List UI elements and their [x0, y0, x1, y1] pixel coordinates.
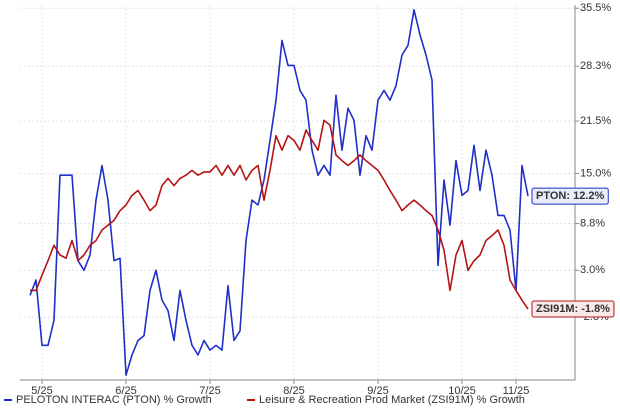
- end-label-text: PTON: 12.2%: [536, 190, 604, 202]
- end-label-text: ZSI91M: -1.8%: [536, 303, 610, 315]
- x-tick-label: 8/25: [283, 385, 304, 397]
- y-tick-label: 15.0%: [580, 167, 611, 179]
- series-line: [29, 9, 529, 376]
- x-tick-label: 9/25: [367, 385, 388, 397]
- legend-label: Leisure & Recreation Prod Market (ZSI91M…: [259, 394, 525, 406]
- end-label-box: [531, 187, 609, 205]
- y-tick-label: 21.5%: [580, 115, 611, 127]
- end-label: ZSI91M: -1.8%: [531, 300, 615, 318]
- end-label: PTON: 12.2%: [531, 187, 609, 205]
- x-tick-label: 5/25: [31, 385, 52, 397]
- x-tick-label: 10/25: [448, 385, 476, 397]
- y-tick-label: 35.5%: [580, 2, 611, 14]
- series-line: [30, 119, 529, 310]
- end-label-box: [531, 300, 615, 318]
- x-tick-label: 6/25: [115, 385, 136, 397]
- legend-label: PELOTON INTERAC (PTON) % Growth: [16, 394, 212, 406]
- x-tick-label: 11/25: [503, 385, 530, 397]
- y-tick-label: 3.0%: [580, 264, 605, 276]
- x-tick-label: 7/25: [199, 385, 220, 397]
- y-tick-label: 8.8%: [580, 217, 605, 229]
- y-tick-label: 28.3%: [580, 60, 611, 72]
- plot-area: [20, 5, 575, 380]
